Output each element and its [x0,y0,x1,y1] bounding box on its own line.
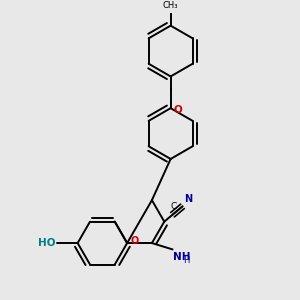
Text: HO: HO [38,238,56,248]
Text: CH₃: CH₃ [163,1,178,10]
Text: O: O [173,105,182,115]
Text: O: O [130,236,139,247]
Text: H: H [183,256,189,266]
Text: N: N [184,194,192,204]
Text: NH: NH [173,252,191,262]
Text: C: C [170,202,177,211]
